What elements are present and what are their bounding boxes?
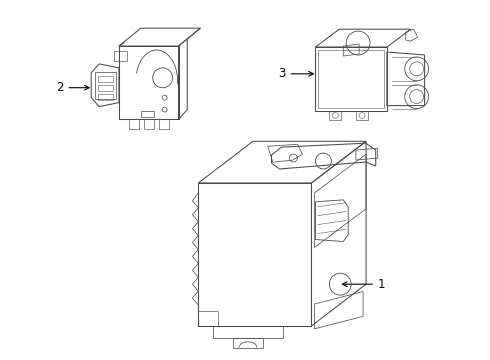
Text: 3: 3 bbox=[278, 67, 314, 80]
Text: 2: 2 bbox=[56, 81, 89, 94]
Text: 1: 1 bbox=[343, 278, 386, 291]
